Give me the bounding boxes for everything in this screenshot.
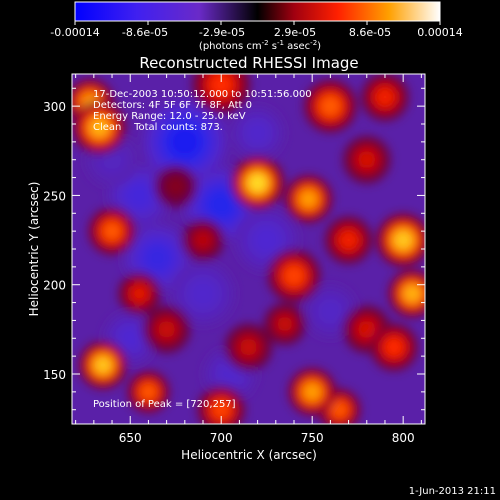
y-tick-label: 150 [43, 368, 66, 382]
emission-source [299, 190, 318, 208]
emission-source [131, 285, 148, 302]
emission-source [89, 117, 109, 138]
emission-source [94, 356, 112, 374]
colorbar-tick-label: 2.9e-05 [274, 26, 316, 39]
emission-source [140, 384, 157, 400]
y-tick-labels: 150 200 250 300 [43, 100, 66, 382]
emission-source [403, 284, 421, 303]
emission-source [284, 266, 304, 286]
colorbar-tick-label: -0.00014 [50, 26, 99, 39]
x-tick-labels: 650 700 750 800 [119, 431, 415, 445]
colorbar-unit-label: (photons cm-2 s-1 asec-2) [199, 39, 321, 52]
chart-title: Reconstructed RHESSI Image [139, 54, 358, 72]
heatmap-area [72, 74, 425, 424]
y-tick-label: 300 [43, 100, 66, 114]
negative-lobe [127, 183, 151, 208]
emission-source [157, 320, 176, 339]
emission-source [212, 401, 230, 419]
emission-source [393, 230, 413, 250]
colorbar-tick-label: -8.6e-05 [122, 26, 168, 39]
energy-range-annotation: Energy Range: 12.0 - 25.0 keV [93, 111, 246, 122]
heatmap-image [72, 74, 425, 424]
emission-source [358, 320, 376, 339]
clean-counts-annotation: Clean Total counts: 873. [93, 122, 223, 133]
emission-source [103, 222, 121, 240]
emission-source [339, 231, 358, 249]
emission-source [247, 173, 268, 193]
negative-lobe [191, 282, 215, 306]
colorbar-ticks [74, 21, 441, 25]
colorbar-tick-label: 0.00014 [417, 26, 463, 39]
x-tick-label: 650 [119, 431, 142, 445]
colorbar [74, 1, 441, 22]
emission-source [376, 88, 394, 106]
negative-lobe [247, 123, 268, 143]
negative-lobe [144, 245, 171, 271]
negative-lobe [255, 228, 279, 252]
emission-source [385, 338, 403, 356]
negative-lobe [102, 150, 122, 170]
colorbar-tick-label: -2.9e-05 [199, 26, 245, 39]
x-tick-label: 750 [301, 431, 324, 445]
time-range-annotation: 17-Dec-2003 10:50:12.000 to 10:51:56.000 [93, 89, 312, 100]
negative-lobe [220, 364, 241, 384]
emission-source [320, 96, 341, 116]
emission-source [210, 74, 232, 96]
emission-source [303, 383, 321, 401]
emission-source [277, 316, 293, 332]
negative-lobe [169, 126, 201, 158]
emission-source [358, 151, 376, 169]
negative-lobe [320, 301, 341, 322]
negative-lobe [120, 328, 140, 348]
colorbar-tick-labels: -0.00014 -8.6e-05 -2.9e-05 2.9e-05 8.6e-… [50, 26, 462, 39]
emission-source [167, 178, 184, 195]
detectors-annotation: Detectors: 4F 5F 6F 7F 8F, Att 0 [93, 100, 252, 111]
negative-lobe [207, 190, 235, 218]
x-axis-label: Heliocentric X (arcsec) [181, 448, 317, 462]
y-tick-label: 250 [43, 189, 66, 203]
emission-source [331, 401, 348, 418]
emission-source [195, 232, 211, 248]
y-axis-label: Heliocentric Y (arcsec) [27, 182, 41, 317]
y-tick-label: 200 [43, 279, 66, 293]
peak-position-annotation: Position of Peak = [720,257] [93, 399, 236, 410]
emission-source [239, 338, 258, 356]
x-tick-label: 800 [392, 431, 415, 445]
axis-ticks [72, 74, 425, 424]
colorbar-tick-label: 8.6e-05 [349, 26, 391, 39]
footer-date: 1-Jun-2013 21:11 [409, 486, 496, 497]
x-tick-label: 700 [210, 431, 233, 445]
